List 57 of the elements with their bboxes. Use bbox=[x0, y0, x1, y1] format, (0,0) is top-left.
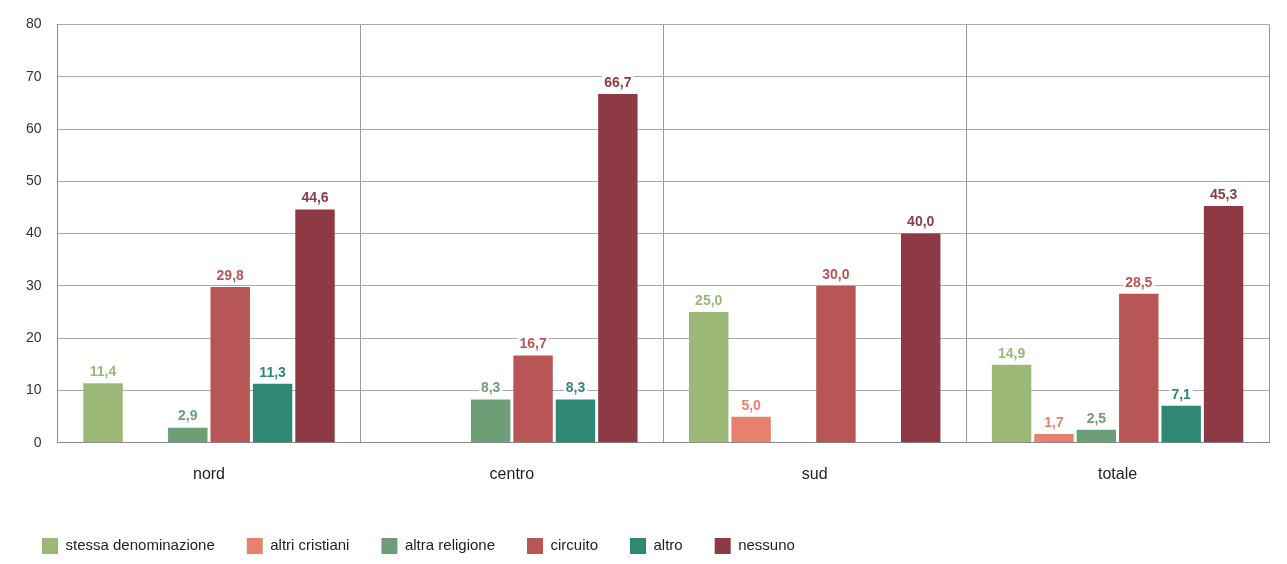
bar bbox=[1076, 429, 1117, 443]
data-label: 14,9 bbox=[997, 344, 1026, 361]
x-tick-label: nord bbox=[192, 464, 226, 482]
data-label: 1,7 bbox=[1044, 413, 1064, 430]
bar bbox=[598, 93, 638, 443]
y-tick-label: 10 bbox=[25, 381, 42, 398]
data-label: 30,0 bbox=[822, 265, 850, 282]
legend-label: nessuno bbox=[738, 536, 795, 554]
data-label: 66,7 bbox=[604, 73, 632, 90]
x-tick-label: sud bbox=[801, 464, 828, 482]
bar bbox=[1119, 293, 1159, 443]
y-tick-label: 0 bbox=[33, 433, 42, 450]
bar bbox=[252, 383, 293, 443]
data-label: 45,3 bbox=[1209, 185, 1238, 202]
data-label: 2,9 bbox=[178, 407, 198, 424]
bar bbox=[901, 233, 941, 443]
data-label: 16,7 bbox=[519, 335, 547, 352]
data-label: 2,5 bbox=[1086, 409, 1107, 426]
bar bbox=[1203, 205, 1244, 443]
bar bbox=[83, 383, 123, 443]
data-label: 40,0 bbox=[907, 213, 935, 230]
data-label: 29,8 bbox=[216, 266, 245, 283]
legend-label: altro bbox=[653, 536, 683, 554]
data-label: 8,3 bbox=[480, 379, 501, 396]
data-label: 28,5 bbox=[1125, 273, 1153, 290]
legend-label: stessa denominazione bbox=[65, 536, 215, 554]
bar bbox=[816, 285, 856, 443]
y-tick-label: 80 bbox=[25, 15, 42, 32]
bar bbox=[295, 209, 335, 443]
data-label: 7,1 bbox=[1171, 385, 1192, 402]
bar bbox=[731, 416, 771, 443]
data-label: 11,4 bbox=[89, 363, 117, 380]
bar bbox=[689, 312, 729, 443]
y-tick-label: 60 bbox=[25, 119, 42, 136]
legend-label: altra religione bbox=[404, 536, 495, 554]
data-label: 44,6 bbox=[301, 189, 329, 206]
legend-label: circuito bbox=[550, 536, 599, 554]
y-tick-label: 30 bbox=[25, 276, 42, 293]
x-tick-label: centro bbox=[489, 464, 535, 482]
y-tick-label: 70 bbox=[25, 67, 42, 84]
bar bbox=[991, 364, 1032, 443]
bar bbox=[1034, 433, 1074, 443]
data-label: 8,3 bbox=[565, 379, 586, 396]
y-tick-label: 20 bbox=[25, 329, 42, 346]
bar bbox=[168, 427, 208, 443]
legend-label: altri cristiani bbox=[270, 536, 350, 554]
bar bbox=[555, 399, 596, 443]
bar bbox=[1161, 405, 1201, 443]
bar bbox=[513, 355, 553, 443]
y-tick-label: 50 bbox=[25, 172, 42, 189]
data-label: 25,0 bbox=[695, 291, 723, 308]
bar bbox=[470, 399, 511, 443]
bar bbox=[210, 286, 250, 443]
x-tick-label: totale bbox=[1098, 464, 1138, 482]
y-tick-label: 40 bbox=[25, 224, 42, 241]
data-label: 5,0 bbox=[741, 396, 762, 413]
data-label: 11,3 bbox=[259, 363, 287, 380]
